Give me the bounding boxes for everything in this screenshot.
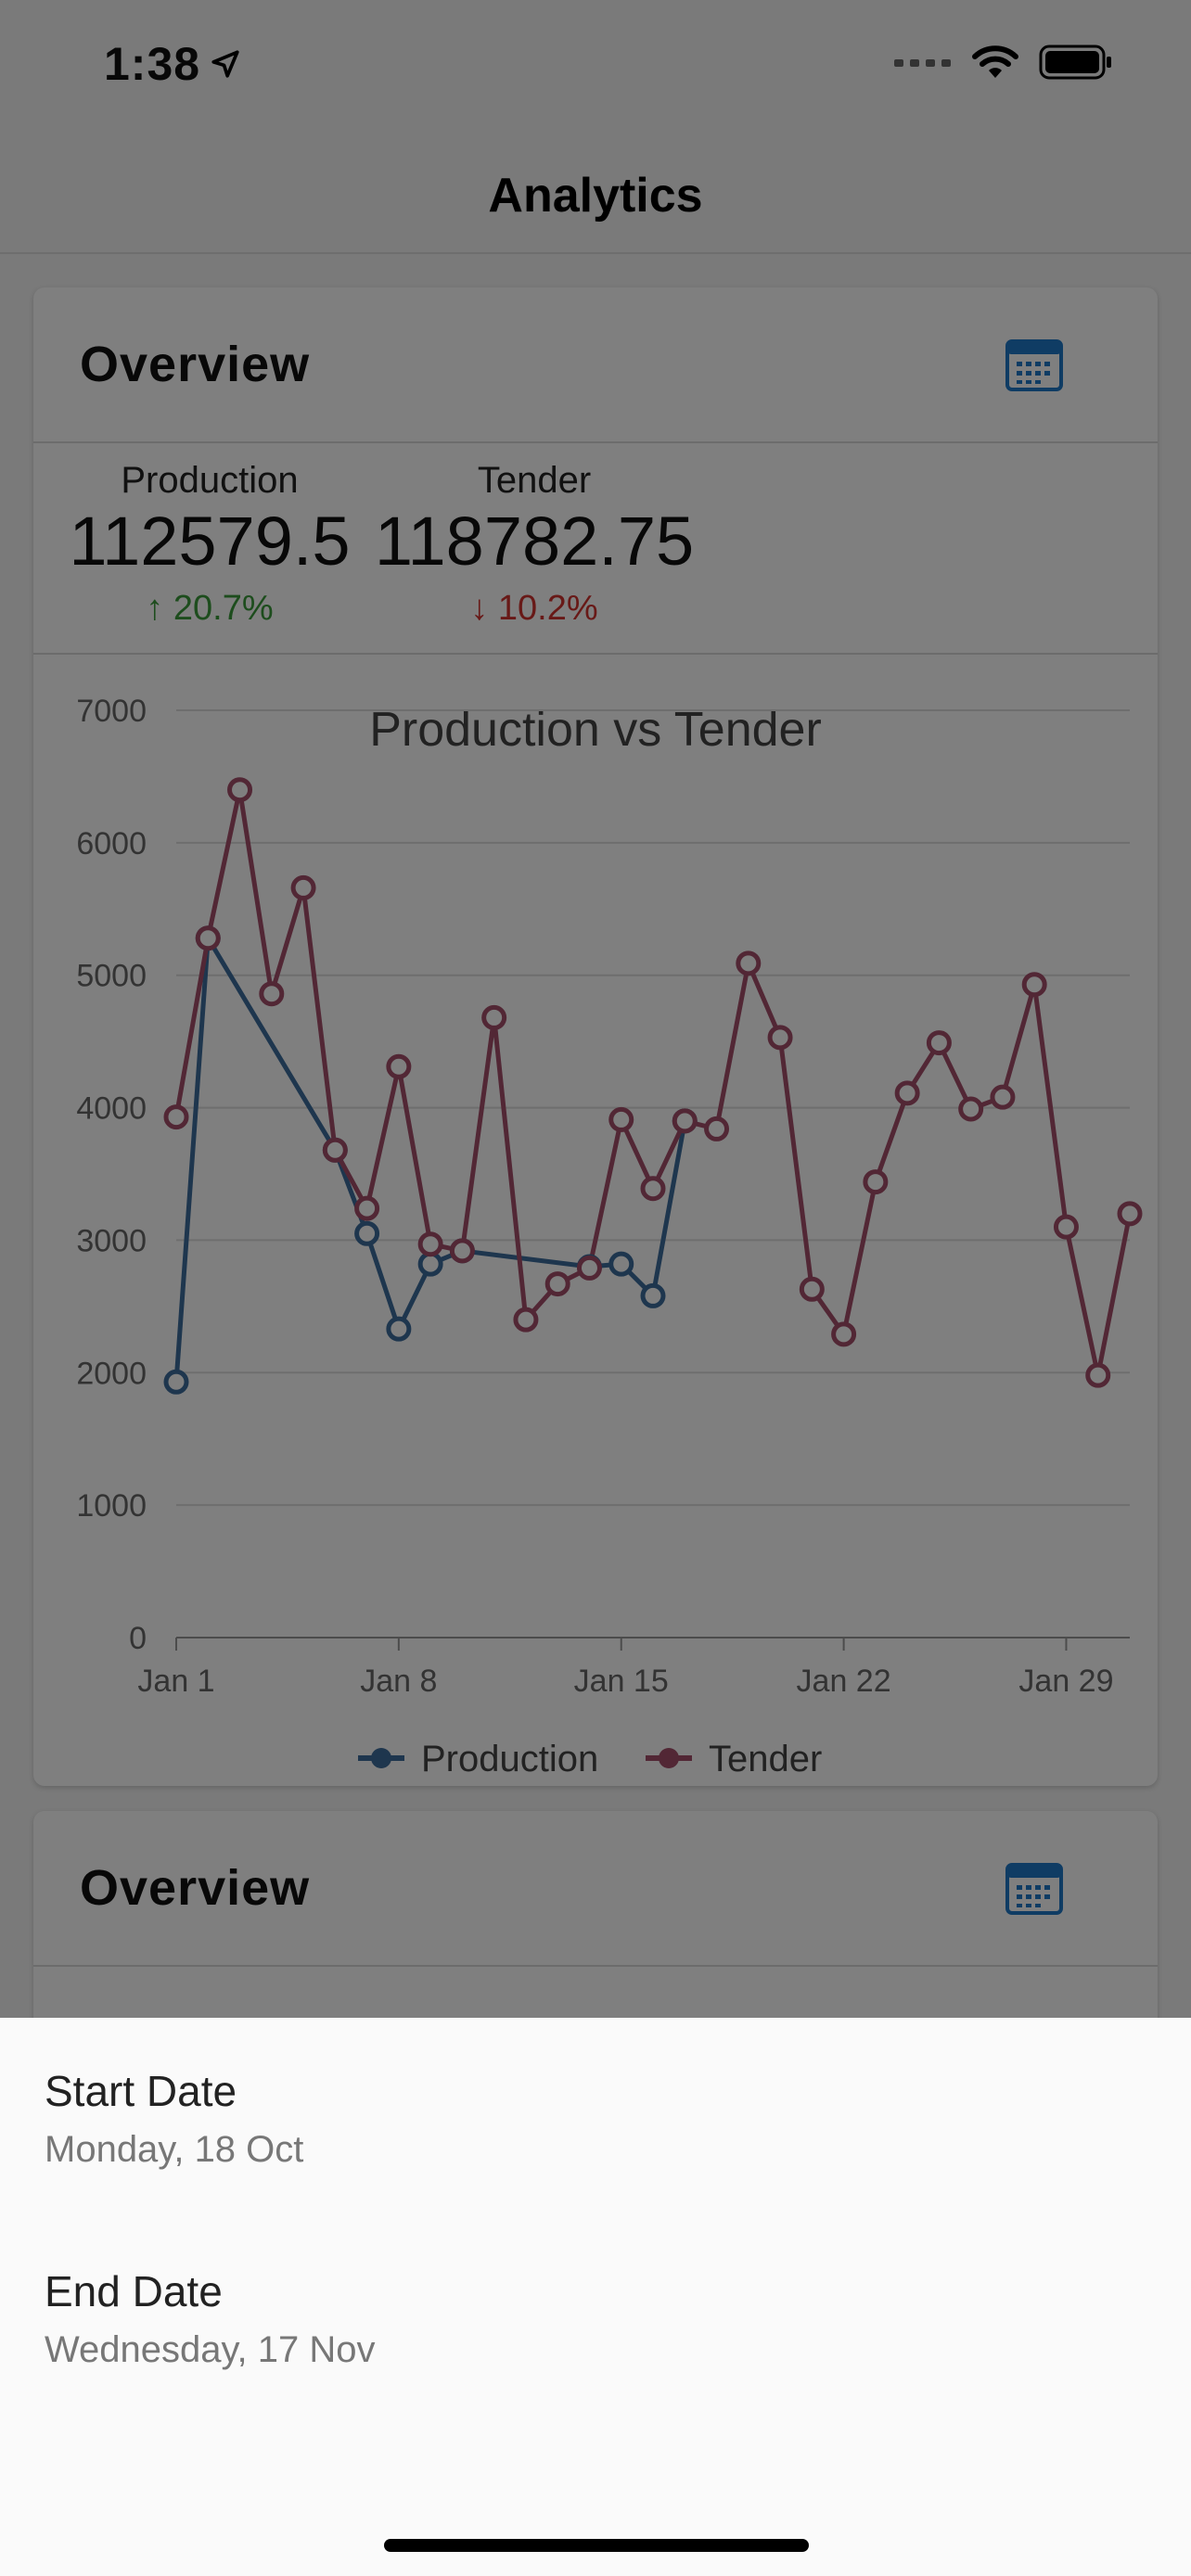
start-date-item[interactable]: Start Date Monday, 18 Oct <box>45 2066 303 2171</box>
end-date-value: Wednesday, 17 Nov <box>45 2329 376 2370</box>
modal-backdrop[interactable] <box>0 0 1191 2018</box>
date-range-sheet: Start Date Monday, 18 Oct End Date Wedne… <box>0 2018 1191 2576</box>
home-indicator <box>384 2539 809 2552</box>
start-date-value: Monday, 18 Oct <box>45 2129 304 2170</box>
end-date-item[interactable]: End Date Wednesday, 17 Nov <box>45 2266 376 2371</box>
end-date-label: End Date <box>45 2267 223 2315</box>
start-date-label: Start Date <box>45 2067 237 2115</box>
